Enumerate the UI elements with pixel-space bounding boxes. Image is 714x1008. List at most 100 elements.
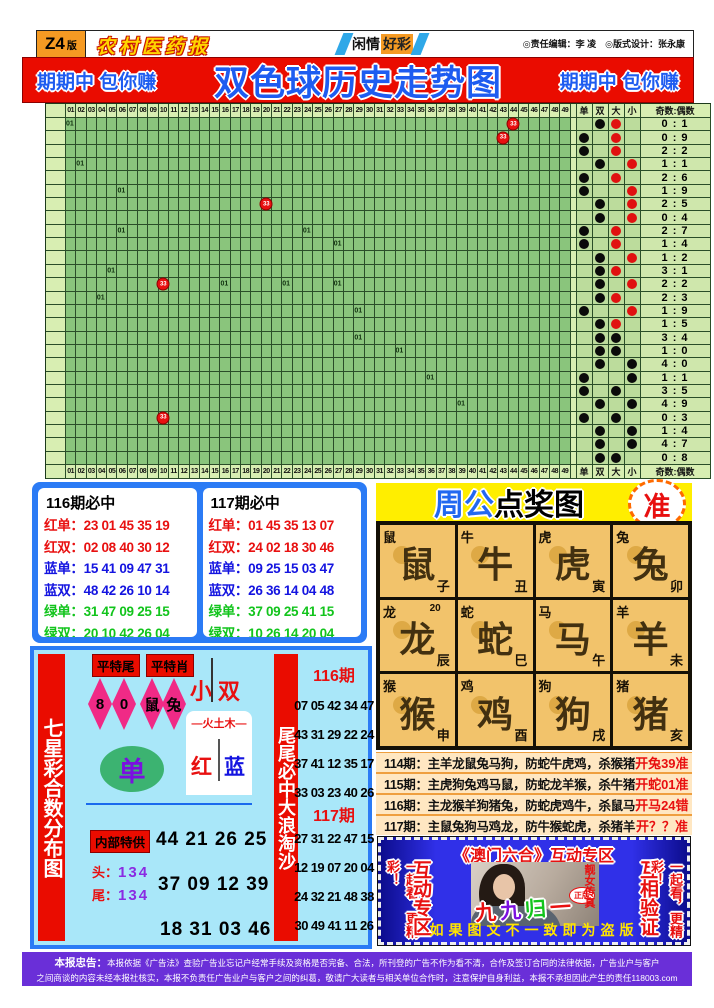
grid-cell xyxy=(292,238,303,252)
grid-cell: 01 xyxy=(107,264,118,279)
grid-cell xyxy=(168,158,180,172)
zodiac-branch: 戌 xyxy=(592,727,606,743)
zhengban-stamp: 正版 xyxy=(569,887,595,904)
grid-cell xyxy=(251,371,262,385)
parity-dot xyxy=(579,306,590,317)
grid-cell xyxy=(117,398,128,412)
gap-cell xyxy=(570,291,577,305)
grid-cell xyxy=(302,144,314,159)
grid-cell xyxy=(446,131,458,145)
grid-cell xyxy=(210,211,221,225)
column-header: 37 xyxy=(436,104,447,118)
grid-cell xyxy=(519,278,530,292)
grid-cell xyxy=(199,278,211,292)
grid-cell xyxy=(138,304,149,319)
grid-cell xyxy=(251,264,262,279)
grid-cell xyxy=(282,344,293,359)
grid-cell xyxy=(271,451,283,465)
grid-cell xyxy=(364,331,375,345)
grid-cell xyxy=(467,411,478,425)
gap-cell xyxy=(570,211,577,225)
grid-cell xyxy=(354,158,365,172)
stat-cell xyxy=(592,118,609,132)
size-dot xyxy=(627,399,638,410)
grid-cell xyxy=(426,251,437,265)
grid-cell xyxy=(313,438,324,452)
grid-cell xyxy=(333,158,345,172)
grid-cell xyxy=(529,424,540,439)
column-header: 48 xyxy=(549,465,561,479)
grid-cell xyxy=(519,331,530,345)
grid-cell xyxy=(416,344,427,359)
grid-cell xyxy=(426,411,437,425)
grid-cell xyxy=(477,251,489,265)
grid-cell xyxy=(560,198,571,212)
grid-cell xyxy=(271,131,283,145)
grid-cell xyxy=(344,118,355,132)
grid-cell xyxy=(302,304,314,319)
grid-cell xyxy=(313,184,324,199)
diamond-2: 0 xyxy=(112,678,136,730)
grid-cell xyxy=(333,344,345,359)
grid-cell xyxy=(220,438,231,452)
grid-cell xyxy=(117,438,128,452)
grid-cell xyxy=(210,398,221,412)
grid-cell xyxy=(549,211,561,225)
grid-cell xyxy=(189,318,200,332)
disclaimer-text1: 本报依据《广告法》查验广告业忘记户经常手续及资格是否完备、合法，所刊登的广告不作… xyxy=(106,958,660,968)
grid-cell xyxy=(96,251,108,265)
grid-cell xyxy=(446,411,458,425)
grid-cell xyxy=(138,291,149,305)
stat-cell xyxy=(592,171,609,185)
zodiac-animal-name: 羊 xyxy=(616,604,630,620)
grid-cell xyxy=(148,318,159,332)
grid-cell xyxy=(96,371,108,385)
grid-cell: 01 xyxy=(117,224,128,239)
grid-cell xyxy=(364,318,375,332)
grid-cell xyxy=(220,158,231,172)
grid-cell xyxy=(168,331,180,345)
grid-cell xyxy=(127,384,139,399)
ratio-cell: 2 : 2 xyxy=(640,144,711,159)
grid-cell xyxy=(395,198,406,212)
grid-cell xyxy=(210,238,221,252)
grid-cell xyxy=(508,224,520,239)
parity-dot xyxy=(595,159,606,170)
grid-cell xyxy=(457,251,468,265)
mark-01: 01 xyxy=(354,307,363,315)
grid-cell xyxy=(498,211,509,225)
grid-cell xyxy=(138,131,149,145)
column-header: 09 xyxy=(148,104,159,118)
grid-cell xyxy=(436,411,447,425)
grid-cell xyxy=(96,438,108,452)
grid-cell xyxy=(436,318,447,332)
grid-cell xyxy=(127,144,139,159)
stat-cell xyxy=(592,318,609,332)
grid-cell xyxy=(457,411,468,425)
grid-cell xyxy=(230,384,242,399)
grid-cell xyxy=(241,198,252,212)
grid-cell xyxy=(168,211,180,225)
grid-cell xyxy=(446,198,458,212)
grid-cell xyxy=(488,331,499,345)
column-tag: 闲情 好彩 xyxy=(334,31,430,57)
column-header: 35 xyxy=(416,465,427,479)
grid-cell xyxy=(395,211,406,225)
macau-slogan-left: 一起看，更精彩！ xyxy=(385,860,419,938)
grid-cell xyxy=(508,238,520,252)
logo-char: 归 xyxy=(524,897,551,922)
grid-cell xyxy=(457,144,468,159)
gap-cell xyxy=(570,171,577,185)
grid-cell xyxy=(508,251,520,265)
qixingcai-side-title: 七星彩合数分布图 xyxy=(38,654,65,941)
grid-cell xyxy=(436,331,447,345)
parity-dot xyxy=(579,172,590,183)
grid-cell xyxy=(127,198,139,212)
grid-cell xyxy=(560,251,571,265)
grid-cell xyxy=(230,251,242,265)
grid-cell xyxy=(282,171,293,185)
grid-cell xyxy=(436,198,447,212)
grid-cell xyxy=(364,411,375,425)
grid-cell xyxy=(385,118,396,132)
weiwei-number-row: 43 31 29 22 24 xyxy=(294,727,374,742)
